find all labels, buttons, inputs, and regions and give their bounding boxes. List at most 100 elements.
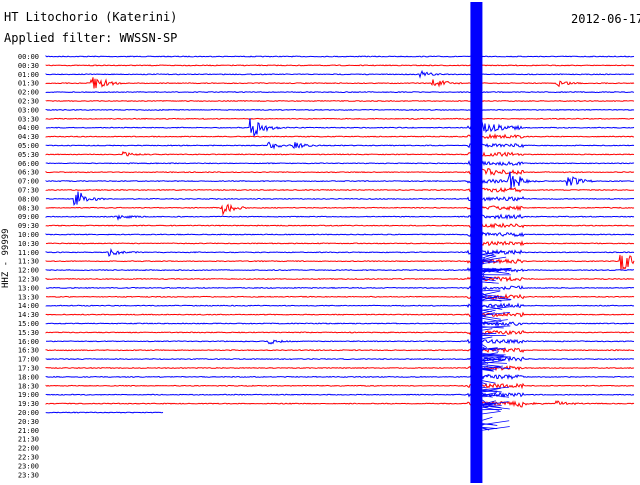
main-event-saturation — [470, 2, 482, 483]
coda-streak — [482, 329, 492, 330]
trace-row-0330 — [46, 118, 634, 119]
time-label: 06:30 — [18, 169, 39, 177]
trace-row-1630 — [46, 348, 634, 352]
time-label: 16:00 — [18, 338, 39, 346]
trace-row-0900 — [46, 215, 634, 219]
trace-group — [46, 2, 634, 483]
trace-row-0430 — [46, 135, 634, 139]
trace-row-1830 — [46, 384, 634, 388]
time-label: 11:30 — [18, 258, 39, 266]
time-label: 10:00 — [18, 231, 39, 239]
trace-row-1000 — [46, 233, 634, 237]
time-label: 03:30 — [18, 115, 39, 123]
time-label: 17:30 — [18, 365, 39, 373]
time-label-group: 00:0000:3001:0001:3002:0002:3003:0003:30… — [18, 53, 39, 479]
time-label: 22:30 — [18, 454, 39, 462]
time-label: 09:00 — [18, 213, 39, 221]
coda-streak — [482, 282, 498, 283]
trace-row-0930 — [46, 224, 634, 228]
time-label: 15:30 — [18, 329, 39, 337]
time-label: 14:00 — [18, 302, 39, 310]
trace-row-0800 — [46, 192, 634, 205]
coda-streak — [482, 387, 486, 388]
time-label: 13:30 — [18, 293, 39, 301]
time-label: 18:00 — [18, 373, 39, 381]
trace-row-0000 — [46, 56, 634, 57]
time-label: 09:30 — [18, 222, 39, 230]
time-label: 03:00 — [18, 106, 39, 114]
trace-row-1330 — [46, 295, 634, 299]
trace-row-1800 — [46, 375, 634, 379]
coda-streak — [482, 345, 486, 348]
time-label: 02:30 — [18, 98, 39, 106]
time-label: 05:30 — [18, 151, 39, 159]
trace-row-0830 — [46, 205, 634, 214]
trace-row-0700 — [46, 172, 634, 189]
trace-row-1030 — [46, 242, 634, 246]
trace-row-1430 — [46, 313, 634, 317]
channel-label: HHZ - 99999 — [1, 228, 11, 288]
trace-row-0730 — [46, 188, 634, 192]
time-label: 21:30 — [18, 436, 39, 444]
time-label: 08:00 — [18, 195, 39, 203]
time-label: 20:30 — [18, 418, 39, 426]
trace-row-1130 — [46, 255, 634, 271]
trace-row-0300 — [46, 110, 634, 111]
trace-row-1300 — [46, 286, 634, 289]
time-label: 06:00 — [18, 160, 39, 168]
trace-row-0100 — [46, 71, 634, 77]
time-label: 10:30 — [18, 240, 39, 248]
time-label: 00:00 — [18, 53, 39, 61]
time-label: 19:30 — [18, 400, 39, 408]
coda-streak — [482, 381, 495, 383]
trace-row-1930 — [46, 401, 634, 407]
trace-row-1400 — [46, 304, 634, 308]
coda-streak — [482, 337, 492, 339]
trace-row-1900 — [46, 393, 634, 397]
time-label: 12:30 — [18, 276, 39, 284]
time-label: 18:30 — [18, 382, 39, 390]
coda-streak — [482, 417, 492, 420]
trace-row-0200 — [46, 92, 634, 93]
date-label: 2012-06-17 — [571, 12, 640, 26]
station-title: HT Litochorio (Katerini) — [4, 10, 177, 24]
time-label: 04:30 — [18, 133, 39, 141]
coda-streak — [482, 365, 499, 367]
time-label: 19:00 — [18, 391, 39, 399]
trace-row-1230 — [46, 277, 634, 281]
time-label: 22:00 — [18, 445, 39, 453]
time-label: 23:00 — [18, 462, 39, 470]
time-label: 01:00 — [18, 71, 39, 79]
time-label: 20:00 — [18, 409, 39, 417]
time-label: 21:00 — [18, 427, 39, 435]
coda-streak — [482, 320, 507, 323]
trace-row-0500 — [46, 142, 634, 148]
trace-row-2000 — [46, 412, 163, 413]
trace-row-0030 — [46, 65, 634, 66]
time-label: 01:30 — [18, 80, 39, 88]
time-label: 15:00 — [18, 320, 39, 328]
time-label: 12:00 — [18, 267, 39, 275]
filter-label: Applied filter: WWSSN-SP — [4, 31, 177, 45]
time-label: 04:00 — [18, 124, 39, 132]
time-label: 13:00 — [18, 284, 39, 292]
time-label: 07:00 — [18, 178, 39, 186]
time-label: 16:30 — [18, 347, 39, 355]
time-label: 11:00 — [18, 249, 39, 257]
time-label: 07:30 — [18, 187, 39, 195]
time-label: 17:00 — [18, 356, 39, 364]
coda-streak — [482, 291, 500, 295]
trace-row-1500 — [46, 322, 634, 326]
trace-row-0530 — [46, 152, 634, 156]
time-label: 02:00 — [18, 89, 39, 97]
trace-row-0600 — [46, 161, 634, 165]
trace-row-1100 — [46, 250, 634, 256]
trace-row-1530 — [46, 331, 634, 335]
time-label: 05:00 — [18, 142, 39, 150]
trace-row-0400 — [46, 118, 634, 136]
trace-row-0230 — [46, 101, 634, 102]
coda-streak — [482, 421, 509, 425]
trace-row-1700 — [46, 357, 634, 361]
trace-row-1600 — [46, 340, 634, 344]
